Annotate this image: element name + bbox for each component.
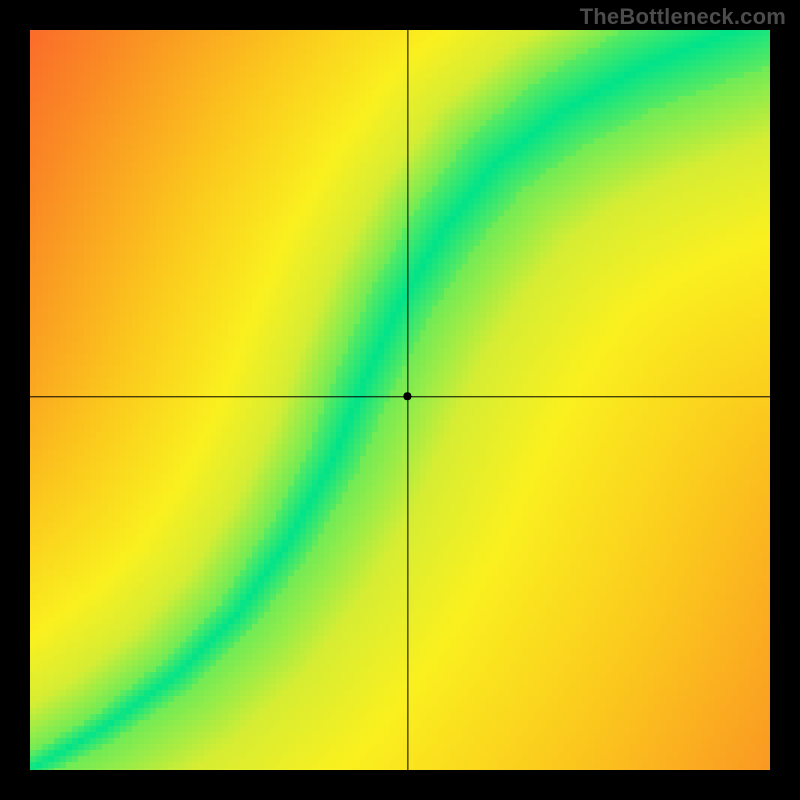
watermark-text: TheBottleneck.com xyxy=(580,4,786,30)
bottleneck-heatmap xyxy=(0,0,800,800)
